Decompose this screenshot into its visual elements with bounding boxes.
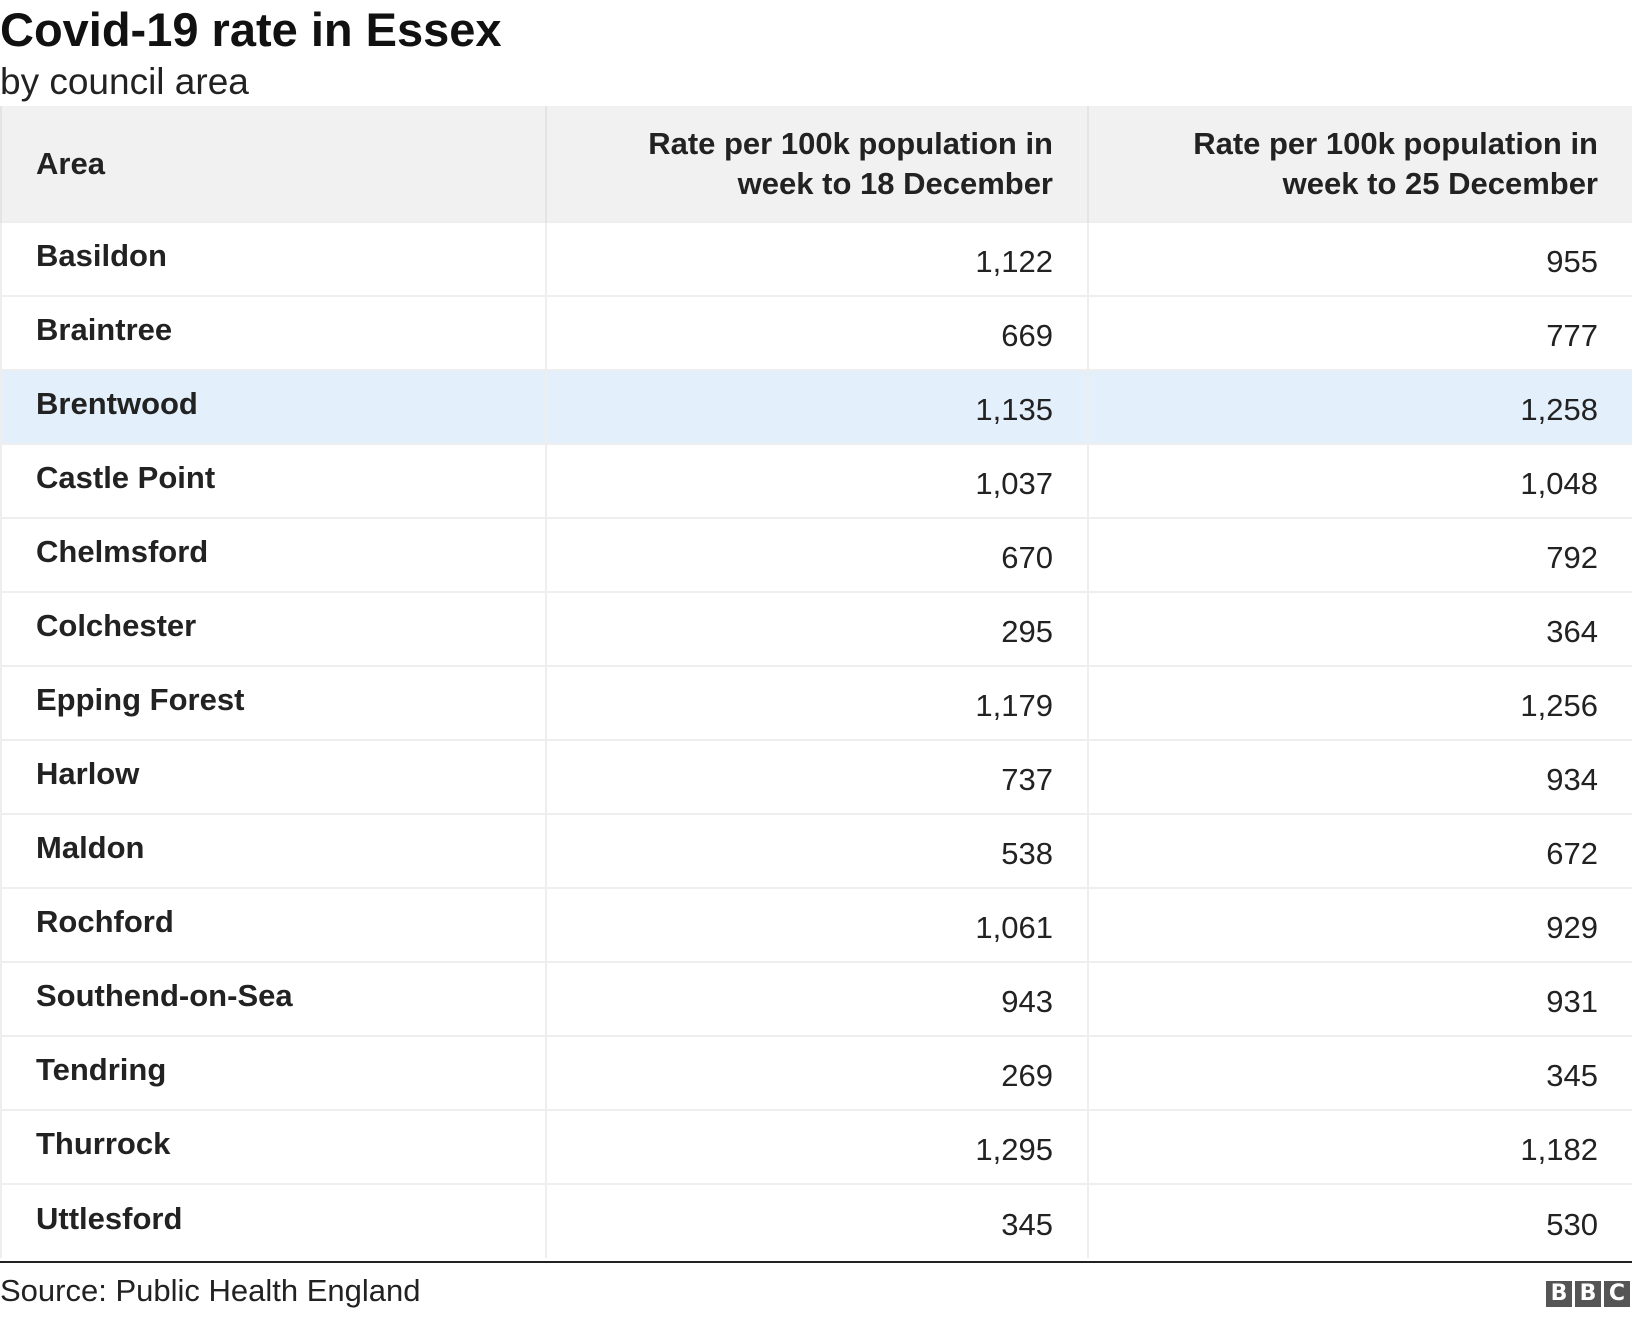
column-header-rate-18-december: Rate per 100k population in week to 18 D… <box>545 106 1089 222</box>
area-cell: Castle Point <box>0 444 547 518</box>
rate-18-december-cell: 1,037 <box>545 444 1089 518</box>
rate-25-december-cell: 955 <box>1087 222 1632 296</box>
rate-25-december-cell: 345 <box>1087 1036 1632 1110</box>
column-header-rate-25-december: Rate per 100k population in week to 25 D… <box>1087 106 1632 222</box>
rate-18-december-cell: 345 <box>545 1184 1089 1258</box>
rate-18-december-cell: 1,135 <box>545 370 1089 444</box>
table-row: Thurrock 1,295 1,182 <box>0 1110 1632 1184</box>
area-cell: Southend-on-Sea <box>0 962 547 1036</box>
area-cell: Tendring <box>0 1036 547 1110</box>
table-row: Castle Point 1,037 1,048 <box>0 444 1632 518</box>
area-cell: Maldon <box>0 814 547 888</box>
data-table: Area Rate per 100k population in week to… <box>0 106 1632 1258</box>
rate-18-december-cell: 670 <box>545 518 1089 592</box>
footer-rule <box>0 1261 1632 1263</box>
table-row: Basildon 1,122 955 <box>0 222 1632 296</box>
rate-25-december-cell: 364 <box>1087 592 1632 666</box>
rate-25-december-cell: 1,256 <box>1087 666 1632 740</box>
area-cell: Epping Forest <box>0 666 547 740</box>
table-row: Uttlesford 345 530 <box>0 1184 1632 1258</box>
rate-18-december-cell: 737 <box>545 740 1089 814</box>
rate-18-december-cell: 269 <box>545 1036 1089 1110</box>
rate-25-december-cell: 934 <box>1087 740 1632 814</box>
bbc-logo-letter: B <box>1546 1281 1572 1307</box>
area-cell: Basildon <box>0 222 547 296</box>
area-cell: Rochford <box>0 888 547 962</box>
chart-subtitle: by council area <box>0 61 249 102</box>
rate-25-december-cell: 777 <box>1087 296 1632 370</box>
table-row: Brentwood 1,135 1,258 <box>0 370 1632 444</box>
table-row: Maldon 538 672 <box>0 814 1632 888</box>
rate-18-december-cell: 295 <box>545 592 1089 666</box>
table-row: Chelmsford 670 792 <box>0 518 1632 592</box>
rate-18-december-cell: 1,295 <box>545 1110 1089 1184</box>
column-header-area: Area <box>0 106 547 222</box>
table-body: Basildon 1,122 955 Braintree 669 777 Bre… <box>0 222 1632 1258</box>
table-row: Tendring 269 345 <box>0 1036 1632 1110</box>
table-row: Braintree 669 777 <box>0 296 1632 370</box>
rate-25-december-cell: 931 <box>1087 962 1632 1036</box>
area-cell: Thurrock <box>0 1110 547 1184</box>
table-row: Colchester 295 364 <box>0 592 1632 666</box>
area-cell: Brentwood <box>0 370 547 444</box>
rate-18-december-cell: 538 <box>545 814 1089 888</box>
data-table-container: Area Rate per 100k population in week to… <box>0 106 1632 1258</box>
rate-18-december-cell: 943 <box>545 962 1089 1036</box>
rate-18-december-cell: 1,061 <box>545 888 1089 962</box>
area-cell: Braintree <box>0 296 547 370</box>
bbc-logo-letter: C <box>1604 1281 1630 1307</box>
bbc-logo: B B C <box>1546 1281 1630 1307</box>
rate-25-december-cell: 1,182 <box>1087 1110 1632 1184</box>
area-cell: Uttlesford <box>0 1184 547 1258</box>
table-row: Rochford 1,061 929 <box>0 888 1632 962</box>
area-cell: Harlow <box>0 740 547 814</box>
rate-25-december-cell: 672 <box>1087 814 1632 888</box>
area-cell: Colchester <box>0 592 547 666</box>
rate-18-december-cell: 669 <box>545 296 1089 370</box>
rate-25-december-cell: 1,048 <box>1087 444 1632 518</box>
table-row: Harlow 737 934 <box>0 740 1632 814</box>
bbc-logo-letter: B <box>1575 1281 1601 1307</box>
chart-title: Covid-19 rate in Essex <box>0 3 502 56</box>
rate-25-december-cell: 929 <box>1087 888 1632 962</box>
rate-18-december-cell: 1,122 <box>545 222 1089 296</box>
rate-18-december-cell: 1,179 <box>545 666 1089 740</box>
header-row: Area Rate per 100k population in week to… <box>0 106 1632 222</box>
area-cell: Chelmsford <box>0 518 547 592</box>
rate-25-december-cell: 1,258 <box>1087 370 1632 444</box>
source-note: Source: Public Health England <box>0 1273 421 1308</box>
rate-25-december-cell: 792 <box>1087 518 1632 592</box>
table-row: Southend-on-Sea 943 931 <box>0 962 1632 1036</box>
table-row: Epping Forest 1,179 1,256 <box>0 666 1632 740</box>
table-header: Area Rate per 100k population in week to… <box>0 106 1632 222</box>
rate-25-december-cell: 530 <box>1087 1184 1632 1258</box>
